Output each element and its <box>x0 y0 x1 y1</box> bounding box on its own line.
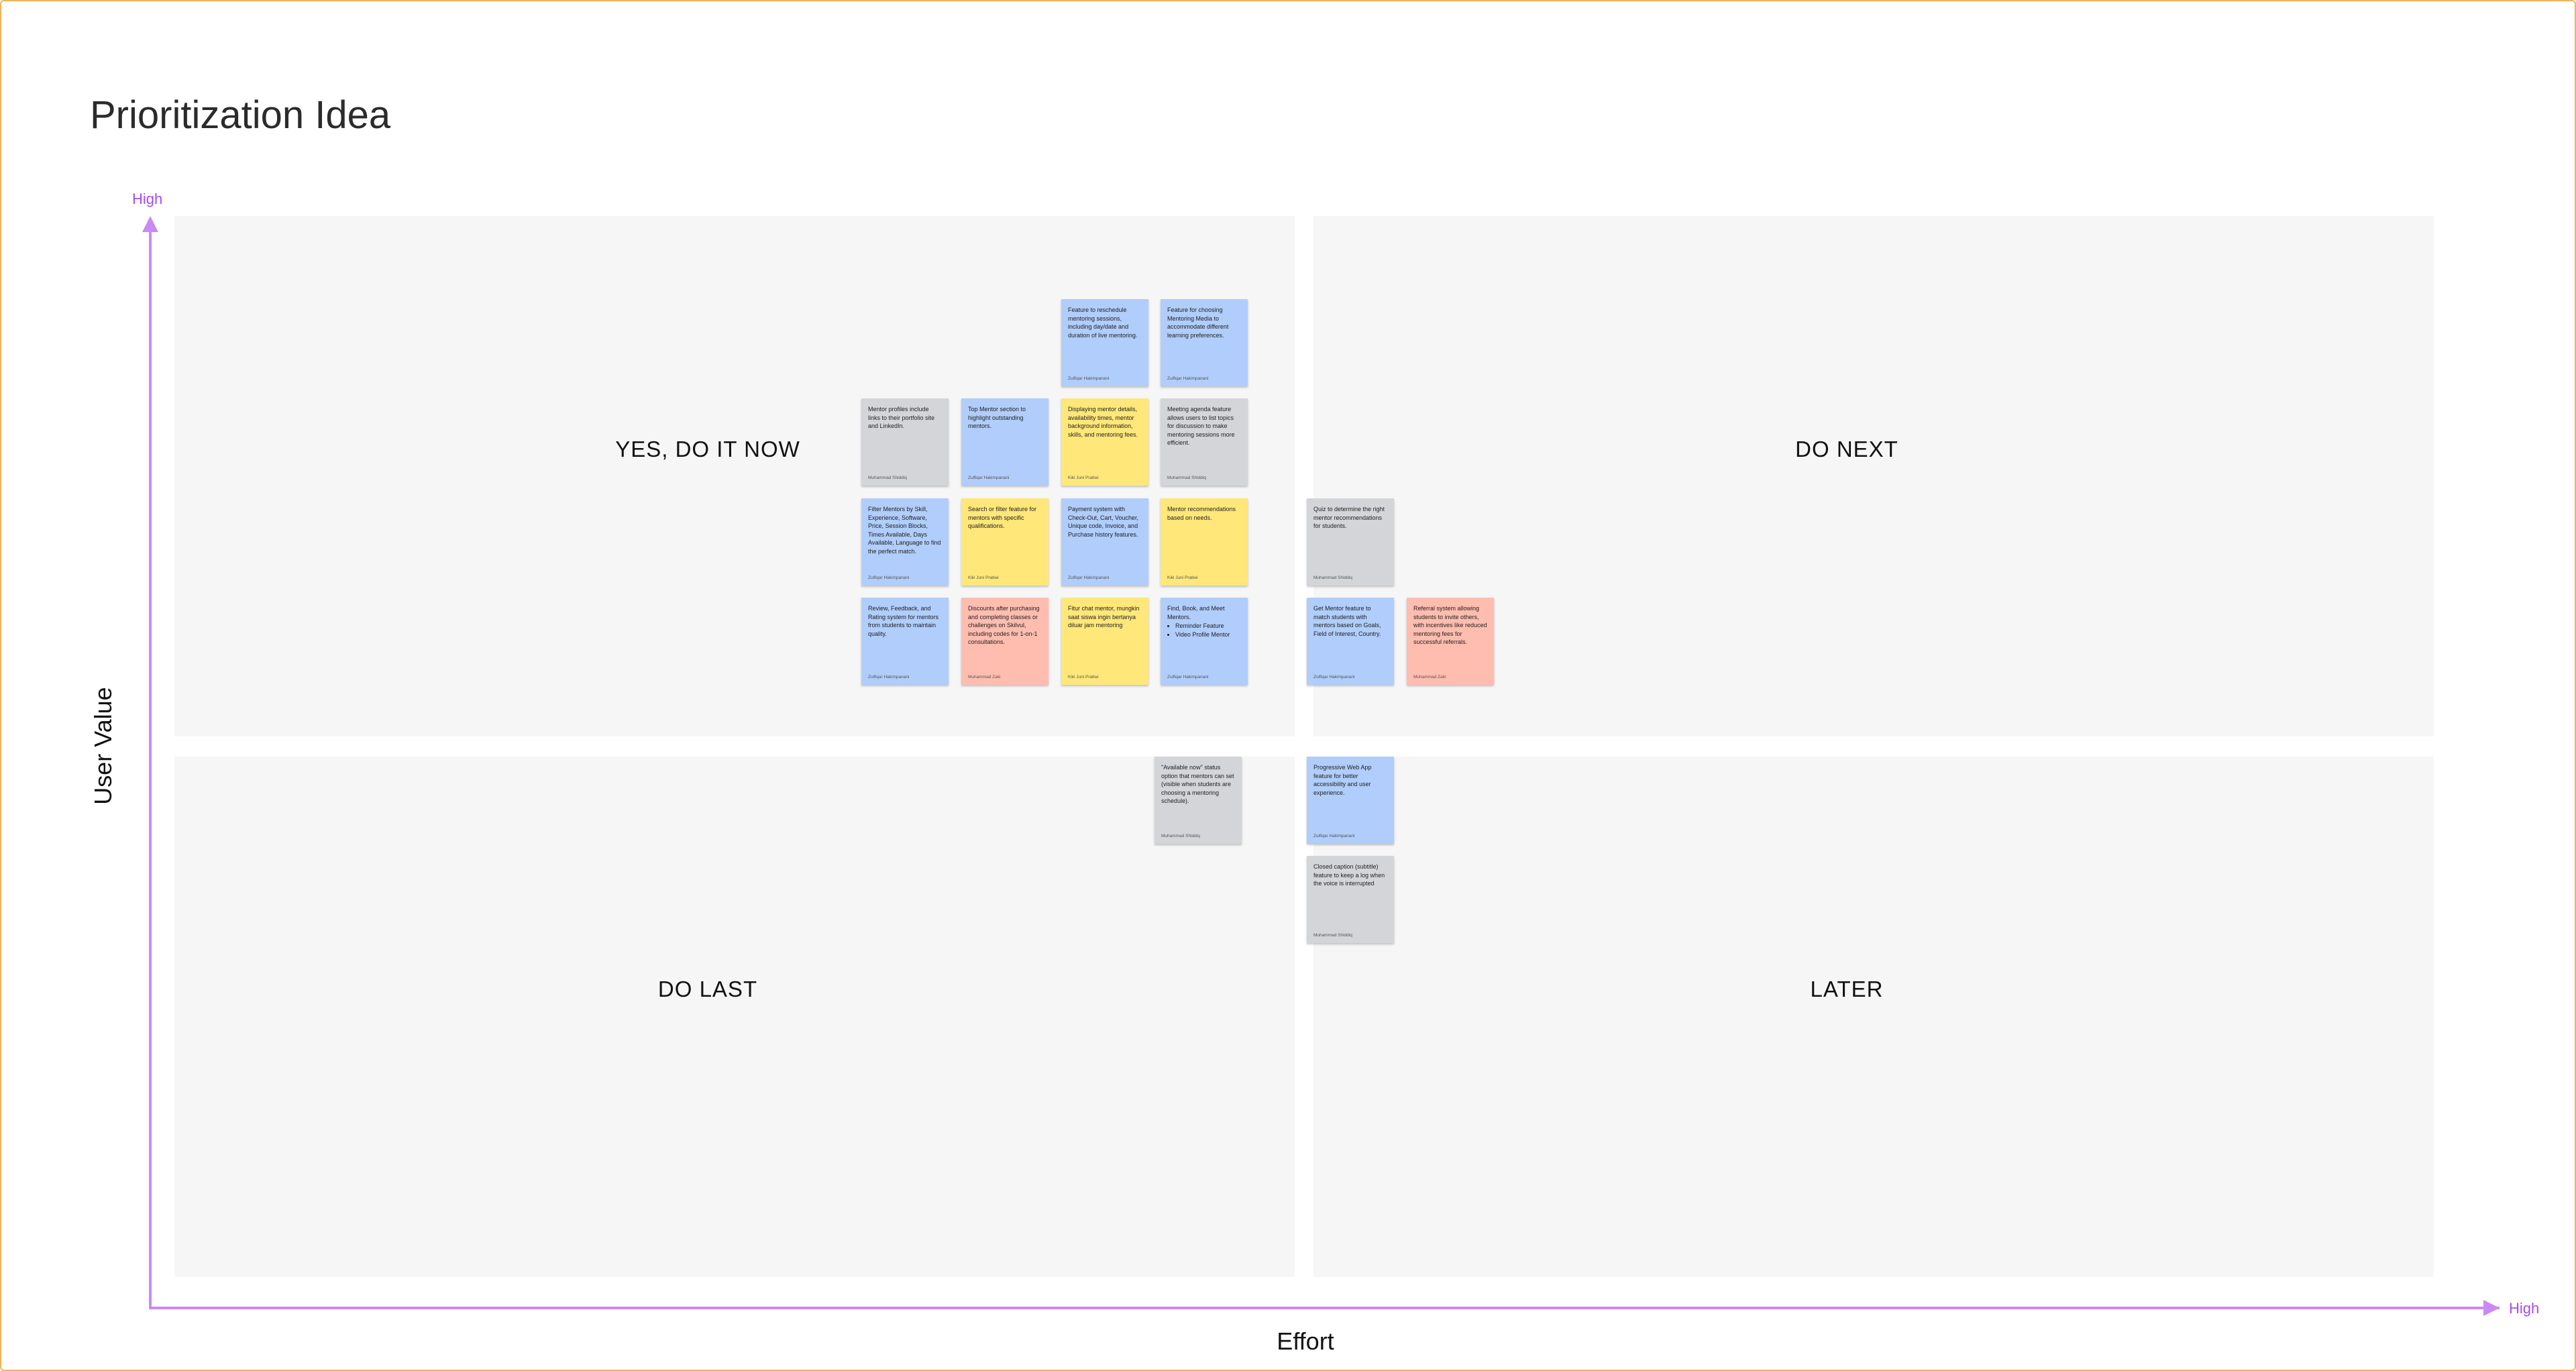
sticky-note-author: Zulfiqar Hakimpanani <box>1313 834 1355 838</box>
sticky-note-author: Zulfiqar Hakimpanani <box>1068 575 1110 580</box>
sticky-note-bullets: Reminder Feature Video Profile Mentor <box>1167 622 1242 639</box>
sticky-note[interactable]: Discounts after purchasing and completin… <box>961 598 1049 685</box>
quadrant-label-yes: YES, DO IT NOW <box>615 437 800 461</box>
sticky-note-author: Muhammad Shiddiq <box>1161 834 1200 838</box>
canvas-board[interactable]: Prioritization Idea YES, DO IT NOW DO NE… <box>28 28 2548 1355</box>
quadrant-later[interactable] <box>1313 757 2434 1277</box>
quadrant-do-last[interactable] <box>174 757 1295 1277</box>
sticky-note[interactable]: Get Mentor feature to match students wit… <box>1307 598 1394 685</box>
sticky-note[interactable]: Meeting agenda feature allows users to l… <box>1161 398 1248 486</box>
sticky-note-text: Find, Book, and Meet Mentors. <box>1167 605 1225 620</box>
quadrant-label-later: LATER <box>1810 977 1884 1001</box>
sticky-note-bullet: Video Profile Mentor <box>1175 630 1242 639</box>
sticky-note-author: Zulfiqar Hakimpanani <box>868 575 910 580</box>
sticky-note-text: Get Mentor feature to match students wit… <box>1313 605 1381 637</box>
sticky-note-author: Kiki Juni Pratiwi <box>1068 675 1099 679</box>
sticky-note-author: Muhammad Shiddiq <box>1313 933 1352 938</box>
sticky-note-text: Fitur chat mentor, mungkin saat siswa in… <box>1068 605 1140 628</box>
sticky-note[interactable]: Closed caption (subtitle) feature to kee… <box>1307 856 1394 943</box>
sticky-note[interactable]: Quiz to determine the right mentor recom… <box>1307 498 1394 586</box>
sticky-note-text: Discounts after purchasing and completin… <box>968 605 1040 645</box>
sticky-note[interactable]: "Available now" status option that mento… <box>1155 757 1242 844</box>
sticky-note-author: Kiki Juni Pratiwi <box>968 575 999 580</box>
sticky-note-text: Progressive Web App feature for better a… <box>1313 764 1372 796</box>
quadrant-do-next[interactable] <box>1313 216 2434 736</box>
sticky-note-text: Filter Mentors by Skill, Experience, Sof… <box>868 506 941 555</box>
sticky-note-text: Closed caption (subtitle) feature to kee… <box>1313 863 1385 887</box>
sticky-note[interactable]: Feature for choosing Mentoring Media to … <box>1161 299 1248 386</box>
sticky-note[interactable]: Mentor profiles include links to their p… <box>861 398 949 486</box>
sticky-note-text: "Available now" status option that mento… <box>1161 764 1234 804</box>
x-axis-title: Effort <box>1277 1327 1334 1355</box>
sticky-note-author: Zulfiqar Hakimpanani <box>868 675 910 679</box>
sticky-note-author: Muhammad Shiddiq <box>868 476 907 480</box>
sticky-note[interactable]: Mentor recommendations based on needs. K… <box>1161 498 1248 586</box>
sticky-note-author: Muhammad Shiddiq <box>1167 476 1206 480</box>
sticky-note-text: Displaying mentor details, availability … <box>1068 406 1138 438</box>
y-axis-title: User Value <box>89 687 117 805</box>
x-axis-line <box>149 1307 2500 1309</box>
sticky-note-text: Payment system with Check-Out, Cart, Vou… <box>1068 506 1139 538</box>
sticky-note-text: Review, Feedback, and Rating system for … <box>868 605 939 637</box>
sticky-note-author: Kiki Juni Pratiwi <box>1068 476 1099 480</box>
sticky-note-author: Muhammad Shiddiq <box>1313 575 1352 580</box>
sticky-note-bullet: Reminder Feature <box>1175 622 1242 630</box>
sticky-note-author: Zulfiqar Hakimpanani <box>1167 376 1209 381</box>
sticky-note-text: Mentor profiles include links to their p… <box>868 406 935 429</box>
sticky-note[interactable]: Referral system allowing students to inv… <box>1407 598 1494 685</box>
sticky-note-author: Zulfiqar Hakimpanani <box>1167 675 1209 679</box>
sticky-note[interactable]: Displaying mentor details, availability … <box>1061 398 1148 486</box>
x-axis-high-label: High <box>2509 1300 2540 1317</box>
sticky-note-author: Zulfiqar Hakimpanani <box>1313 675 1355 679</box>
sticky-note-text: Referral system allowing students to inv… <box>1413 605 1487 645</box>
sticky-note-text: Feature for choosing Mentoring Media to … <box>1167 307 1229 339</box>
sticky-note[interactable]: Review, Feedback, and Rating system for … <box>861 598 949 685</box>
sticky-note-author: Zulfiqar Hakimpanani <box>968 476 1010 480</box>
page-title: Prioritization Idea <box>90 93 391 137</box>
sticky-note-text: Search or filter feature for mentors wit… <box>968 506 1037 529</box>
sticky-note-author: Muhammad Zaki <box>968 675 1001 679</box>
sticky-note-author: Zulfiqar Hakimpanani <box>1068 376 1110 381</box>
sticky-note-text: Quiz to determine the right mentor recom… <box>1313 506 1385 529</box>
sticky-note[interactable]: Payment system with Check-Out, Cart, Vou… <box>1061 498 1148 586</box>
sticky-note-author: Kiki Juni Pratiwi <box>1167 575 1198 580</box>
y-axis-line <box>149 224 152 1309</box>
sticky-note-text: Top Mentor section to highlight outstand… <box>968 406 1026 429</box>
sticky-note[interactable]: Fitur chat mentor, mungkin saat siswa in… <box>1061 598 1148 685</box>
sticky-note[interactable]: Filter Mentors by Skill, Experience, Sof… <box>861 498 949 586</box>
sticky-note[interactable]: Search or filter feature for mentors wit… <box>961 498 1049 586</box>
quadrant-label-next: DO NEXT <box>1795 437 1898 461</box>
sticky-note[interactable]: Top Mentor section to highlight outstand… <box>961 398 1049 486</box>
y-axis-arrow-icon <box>142 216 158 232</box>
sticky-note[interactable]: Find, Book, and Meet Mentors. Reminder F… <box>1161 598 1248 685</box>
sticky-note-author: Muhammad Zaki <box>1413 675 1446 679</box>
x-axis-arrow-icon <box>2483 1300 2500 1316</box>
sticky-note-text: Feature to reschedule mentoring sessions… <box>1068 307 1138 339</box>
sticky-note[interactable]: Feature to reschedule mentoring sessions… <box>1061 299 1148 386</box>
sticky-note[interactable]: Progressive Web App feature for better a… <box>1307 757 1394 844</box>
quadrant-label-last: DO LAST <box>657 977 758 1001</box>
sticky-note-text: Meeting agenda feature allows users to l… <box>1167 406 1235 446</box>
y-axis-high-label: High <box>132 190 163 207</box>
sticky-note-text: Mentor recommendations based on needs. <box>1167 506 1236 521</box>
